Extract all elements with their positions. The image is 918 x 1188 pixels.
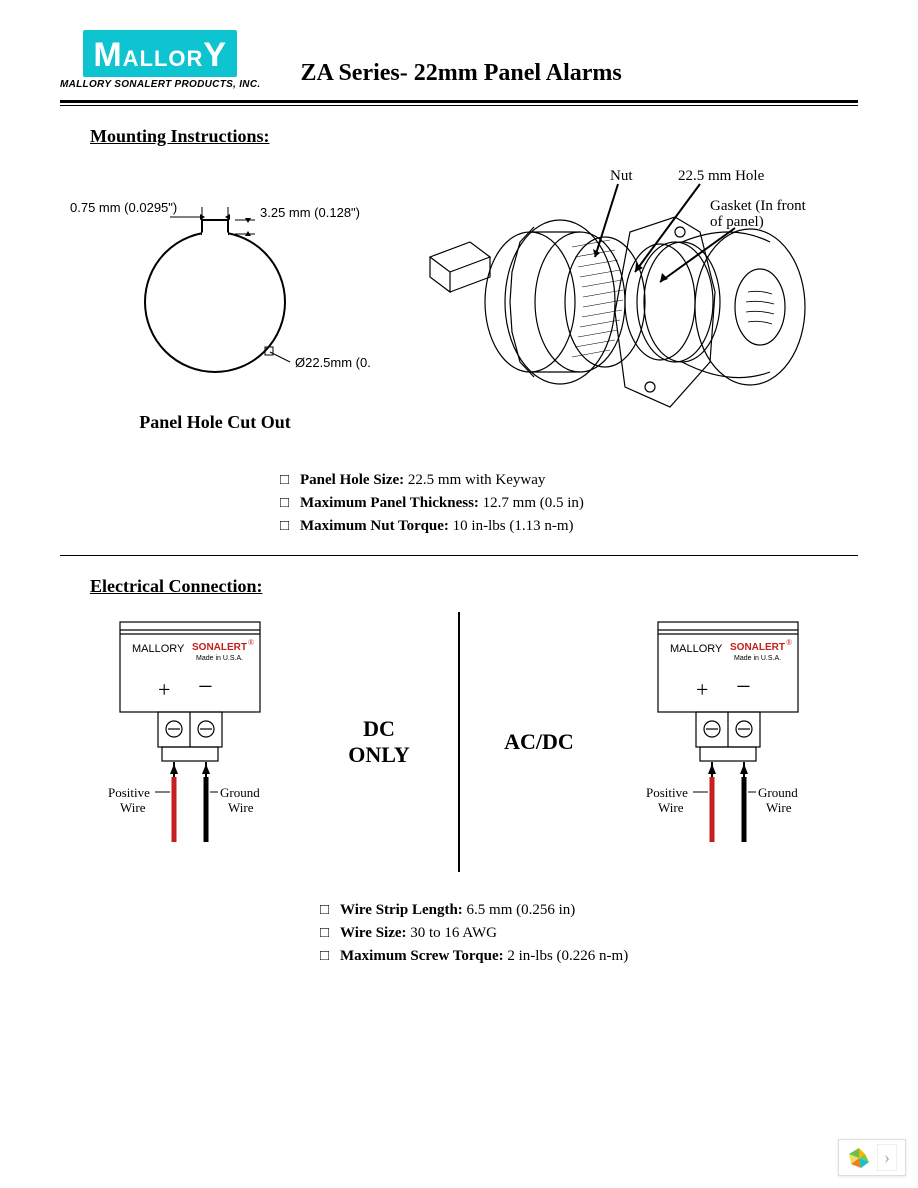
- callout-hole: 22.5 mm Hole: [678, 168, 765, 184]
- callout-gasket: Gasket (In front: [710, 198, 807, 214]
- svg-text:SONALERT: SONALERT: [730, 642, 785, 653]
- svg-text:Ground: Ground: [758, 785, 798, 800]
- app-logo-icon: [847, 1146, 871, 1170]
- svg-text:Made in U.S.A.: Made in U.S.A.: [196, 655, 243, 662]
- cutout-caption: Panel Hole Cut Out: [60, 412, 370, 433]
- callout-nut: Nut: [610, 168, 633, 184]
- svg-text:®: ®: [248, 638, 254, 647]
- logo: MALLORY: [83, 30, 237, 77]
- svg-text:Ground: Ground: [220, 785, 260, 800]
- viewer-overlay: ›: [838, 1139, 906, 1176]
- spec-row: □Maximum Panel Thickness: 12.7 mm (0.5 i…: [280, 495, 858, 512]
- svg-text:Wire: Wire: [228, 800, 254, 815]
- plus-symbol: +: [158, 677, 170, 702]
- acdc-label: AC/DC: [460, 729, 618, 755]
- electrical-specs: □Wire Strip Length: 6.5 mm (0.256 in) □W…: [320, 902, 858, 965]
- svg-text:Positive: Positive: [646, 785, 688, 800]
- svg-text:Wire: Wire: [766, 800, 792, 815]
- svg-text:MALLORY: MALLORY: [670, 643, 723, 655]
- svg-text:Positive: Positive: [108, 785, 150, 800]
- spec-row: □Wire Strip Length: 6.5 mm (0.256 in): [320, 902, 858, 919]
- page: MALLORY MALLORY SONALERT PRODUCTS, INC. …: [0, 0, 918, 965]
- spec-row: □Maximum Screw Torque: 2 in-lbs (0.226 n…: [320, 948, 858, 965]
- mounting-section-title: Mounting Instructions:: [90, 126, 858, 147]
- header: MALLORY MALLORY SONALERT PRODUCTS, INC. …: [60, 30, 858, 90]
- svg-text:Made in U.S.A.: Made in U.S.A.: [734, 655, 781, 662]
- dim-dia: Ø22.5mm (0.886"): [295, 355, 370, 370]
- divider-mid: [60, 555, 858, 556]
- svg-text:−: −: [736, 672, 751, 701]
- minus-symbol: −: [198, 672, 213, 701]
- svg-text:of panel): of panel): [710, 214, 764, 230]
- brand-text: MALLORY: [132, 643, 185, 655]
- spec-row: □Wire Size: 30 to 16 AWG: [320, 925, 858, 942]
- next-page-button[interactable]: ›: [877, 1144, 897, 1171]
- spec-row: □Panel Hole Size: 22.5 mm with Keyway: [280, 472, 858, 489]
- logo-block: MALLORY MALLORY SONALERT PRODUCTS, INC.: [60, 30, 260, 90]
- sonalert-text: SONALERT: [192, 642, 247, 653]
- company-name: MALLORY SONALERT PRODUCTS, INC.: [60, 79, 260, 90]
- electrical-section-title: Electrical Connection:: [90, 576, 858, 597]
- mounting-specs: □Panel Hole Size: 22.5 mm with Keyway □M…: [280, 472, 858, 535]
- svg-text:Wire: Wire: [120, 800, 146, 815]
- svg-text:+: +: [696, 677, 708, 702]
- mounting-figures: 0.75 mm (0.0295") 3.25 mm (0.128") Ø22.5…: [60, 162, 858, 447]
- svg-text:Wire: Wire: [658, 800, 684, 815]
- page-title: ZA Series- 22mm Panel Alarms: [300, 60, 621, 87]
- dc-device: MALLORY SONALERT ® Made in U.S.A. + −: [80, 612, 300, 872]
- dim-key-w: 0.75 mm (0.0295"): [70, 200, 177, 215]
- spec-row: □Maximum Nut Torque: 10 in-lbs (1.13 n-m…: [280, 518, 858, 535]
- assembly-figure: Nut 22.5 mm Hole Gasket (In front of pan…: [400, 162, 858, 447]
- cutout-figure: 0.75 mm (0.0295") 3.25 mm (0.128") Ø22.5…: [60, 162, 370, 447]
- divider-top: [60, 100, 858, 106]
- electrical-figures: MALLORY SONALERT ® Made in U.S.A. + −: [80, 612, 838, 872]
- dim-key-h: 3.25 mm (0.128"): [260, 205, 360, 220]
- svg-text:®: ®: [786, 638, 792, 647]
- dc-only-label: DC ONLY: [300, 716, 458, 768]
- acdc-device: MALLORY SONALERT ® Made in U.S.A. + −: [618, 612, 838, 872]
